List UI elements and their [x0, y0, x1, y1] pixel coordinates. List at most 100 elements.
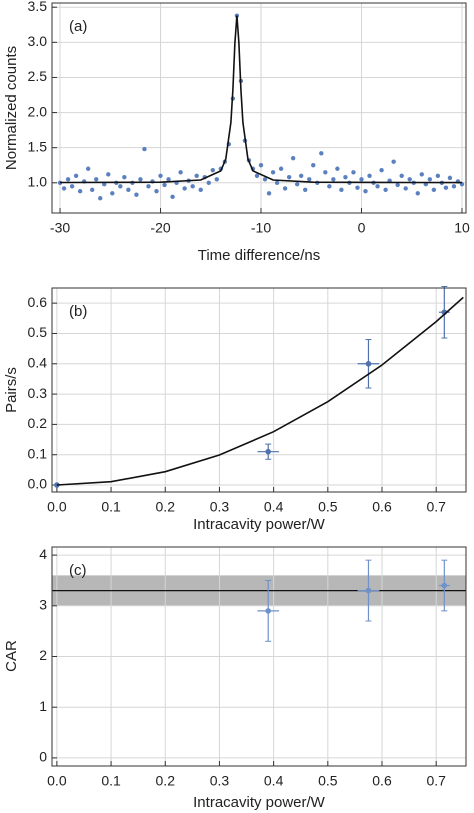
data-point: [365, 587, 372, 594]
data-point: [383, 187, 388, 193]
data-point: [331, 177, 336, 182]
data-point: [270, 170, 276, 175]
data-point: [335, 166, 340, 171]
y-axis-label: Normalized counts: [3, 46, 20, 170]
y-tick-label: 1.0: [28, 174, 48, 190]
data-point: [118, 184, 123, 189]
data-point: [94, 177, 99, 182]
data-point: [126, 187, 131, 193]
data-point: [431, 187, 437, 193]
data-point: [407, 177, 412, 182]
x-axis-label: Intracavity power/W: [193, 516, 326, 533]
panel-label: (c): [69, 562, 87, 579]
data-point: [190, 184, 195, 189]
y-tick-label: 2.5: [28, 68, 48, 84]
x-tick-label: 0.3: [210, 499, 230, 515]
x-tick-label: 0.2: [156, 499, 176, 515]
data-point: [294, 182, 300, 187]
y-tick-label: 0.1: [28, 445, 48, 461]
x-axis-label: Time difference/ns: [198, 247, 321, 264]
data-point: [89, 187, 95, 193]
data-point: [307, 177, 312, 182]
y-tick-label: 2: [39, 647, 47, 663]
data-point: [403, 186, 408, 191]
data-point: [73, 173, 79, 178]
x-tick-label: 0.6: [372, 773, 392, 789]
data-point: [355, 185, 360, 190]
data-point: [61, 186, 67, 191]
data-point: [65, 177, 71, 182]
data-point: [265, 448, 272, 455]
x-tick-label: 0.1: [101, 499, 121, 515]
data-point: [146, 184, 151, 189]
data-point: [367, 173, 372, 178]
data-point: [441, 582, 448, 589]
data-point: [311, 163, 316, 168]
x-tick-label: 0.0: [47, 499, 67, 515]
x-tick-label: 10: [454, 220, 470, 236]
data-point: [110, 191, 115, 196]
plot-border: [51, 2, 467, 214]
data-point: [451, 184, 457, 189]
data-point: [427, 177, 433, 182]
x-tick-label: 0.5: [318, 499, 338, 515]
data-point: [323, 170, 328, 175]
x-tick-label: 0: [358, 220, 366, 236]
plot-border: [51, 287, 467, 493]
data-point: [265, 608, 272, 614]
data-point: [142, 146, 147, 152]
data-point: [359, 177, 364, 182]
data-point: [170, 194, 175, 200]
data-point: [198, 187, 203, 193]
data-point: [178, 170, 183, 175]
data-point: [286, 174, 292, 180]
data-point: [122, 174, 127, 180]
y-tick-label: 4: [39, 546, 47, 562]
data-point: [395, 182, 400, 188]
data-point: [254, 173, 260, 178]
data-point: [138, 177, 143, 182]
x-tick-label: 0.3: [210, 773, 230, 789]
x-tick-label: 0.5: [318, 773, 338, 789]
y-axis-label: CAR: [3, 640, 20, 672]
data-point: [375, 184, 380, 189]
x-tick-label: 0.1: [101, 773, 121, 789]
data-point: [194, 173, 199, 178]
y-tick-label: 1: [39, 698, 47, 714]
data-point: [379, 167, 384, 173]
y-tick-label: 0: [39, 749, 47, 765]
data-point: [162, 182, 167, 188]
x-tick-label: -10: [251, 220, 271, 236]
data-point: [327, 184, 332, 189]
data-point: [299, 173, 304, 178]
y-axis-label: Pairs/s: [3, 367, 20, 413]
data-point: [54, 482, 60, 488]
data-point: [266, 191, 272, 196]
x-tick-label: 0.4: [264, 499, 284, 515]
data-point: [134, 192, 139, 197]
data-point: [274, 180, 280, 185]
data-point: [98, 196, 103, 201]
data-point: [106, 172, 111, 177]
data-point: [210, 167, 215, 173]
data-point: [166, 177, 171, 182]
data-point: [282, 186, 288, 191]
data-point: [206, 180, 211, 185]
y-tick-label: 3.5: [28, 0, 48, 14]
panel-label: (a): [69, 18, 87, 35]
y-tick-label: 0.2: [28, 415, 48, 431]
data-point: [391, 159, 396, 164]
plot-frame: [52, 288, 466, 492]
data-point: [415, 191, 420, 196]
data-point: [182, 186, 187, 191]
y-tick-label: 0.6: [28, 294, 48, 310]
data-point: [447, 175, 453, 181]
data-point: [85, 166, 91, 171]
data-point: [339, 187, 344, 193]
y-tick-label: 0.3: [28, 385, 48, 401]
x-tick-label: 0.0: [47, 773, 67, 789]
data-point: [158, 173, 163, 178]
y-tick-label: 0.5: [28, 324, 48, 340]
x-tick-label: 0.6: [372, 499, 392, 515]
